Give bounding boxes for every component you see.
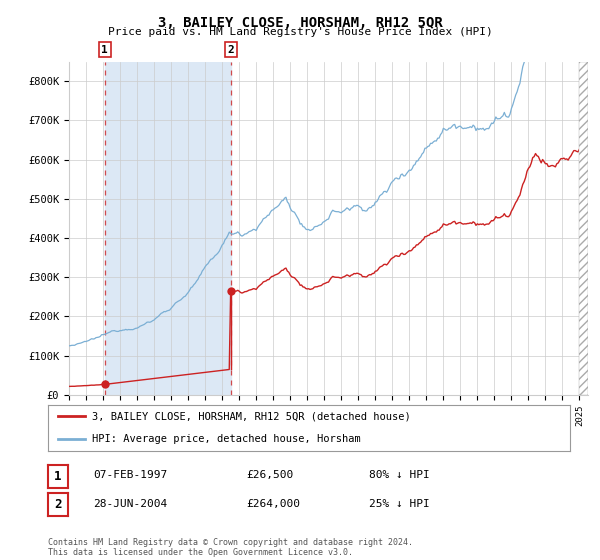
Text: Contains HM Land Registry data © Crown copyright and database right 2024.
This d: Contains HM Land Registry data © Crown c… bbox=[48, 538, 413, 557]
Text: Price paid vs. HM Land Registry's House Price Index (HPI): Price paid vs. HM Land Registry's House … bbox=[107, 27, 493, 37]
Text: 3, BAILEY CLOSE, HORSHAM, RH12 5QR: 3, BAILEY CLOSE, HORSHAM, RH12 5QR bbox=[158, 16, 442, 30]
Text: 1: 1 bbox=[54, 470, 62, 483]
Text: 3, BAILEY CLOSE, HORSHAM, RH12 5QR (detached house): 3, BAILEY CLOSE, HORSHAM, RH12 5QR (deta… bbox=[92, 412, 411, 421]
Bar bbox=[105, 62, 230, 395]
Text: 25% ↓ HPI: 25% ↓ HPI bbox=[369, 499, 430, 509]
Text: £26,500: £26,500 bbox=[246, 470, 293, 480]
Text: 1: 1 bbox=[101, 45, 108, 55]
Text: 2: 2 bbox=[227, 45, 234, 55]
Text: HPI: Average price, detached house, Horsham: HPI: Average price, detached house, Hors… bbox=[92, 435, 361, 444]
Text: 80% ↓ HPI: 80% ↓ HPI bbox=[369, 470, 430, 480]
Text: 2: 2 bbox=[54, 498, 62, 511]
Text: 28-JUN-2004: 28-JUN-2004 bbox=[93, 499, 167, 509]
Text: 07-FEB-1997: 07-FEB-1997 bbox=[93, 470, 167, 480]
Text: £264,000: £264,000 bbox=[246, 499, 300, 509]
